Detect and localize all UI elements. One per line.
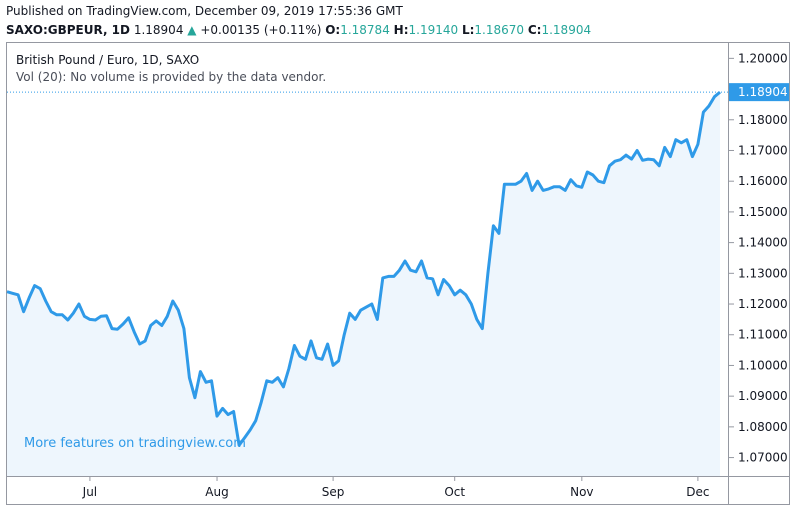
y-tick-label: 1.07000: [738, 451, 788, 465]
y-tick-label: 1.08000: [738, 420, 788, 434]
last-price-badge: [729, 83, 789, 102]
published-caption: Published on TradingView.com, December 0…: [6, 4, 403, 18]
low-label: L:: [461, 23, 475, 37]
last-price-badge-label: 1.18904: [738, 85, 788, 99]
y-tick-label: 1.20000: [738, 51, 788, 65]
up-arrow-icon: ▲: [187, 23, 197, 37]
x-tick-label: Aug: [205, 485, 228, 499]
y-tick-label: 1.15000: [738, 205, 788, 219]
y-tick-label: 1.14000: [738, 236, 788, 250]
symbol-label: SAXO:GBPEUR, 1D: [6, 23, 130, 37]
y-tick-label: 1.12000: [738, 297, 788, 311]
y-tick-label: 1.13000: [738, 266, 788, 280]
high-label: H:: [393, 23, 409, 37]
close-value: 1.18904: [541, 23, 592, 37]
quote-line: SAXO:GBPEUR, 1D 1.18904 ▲ +0.00135 (+0.1…: [6, 23, 591, 37]
high-value: 1.19140: [408, 23, 459, 37]
x-tick-label: Dec: [686, 485, 709, 499]
last-price: 1.18904: [133, 23, 184, 37]
low-value: 1.18670: [474, 23, 525, 37]
y-tick-label: 1.11000: [738, 328, 788, 342]
price-series-line: [6, 90, 721, 447]
x-tick-label: Nov: [570, 485, 593, 499]
open-value: 1.18784: [340, 23, 390, 37]
volume-note: Vol (20): No volume is provided by the d…: [16, 70, 327, 84]
y-tick-label: 1.16000: [738, 174, 788, 188]
price-change: +0.00135 (+0.11%): [200, 23, 322, 37]
x-tick-label: Jul: [82, 485, 97, 499]
price-area-fill: [7, 92, 720, 476]
x-tick-label: Oct: [444, 485, 465, 499]
y-tick-label: 1.17000: [738, 143, 788, 157]
close-label: C:: [527, 23, 542, 37]
promo-link[interactable]: More features on tradingview.com: [24, 436, 246, 451]
x-tick-label: Sep: [322, 485, 345, 499]
open-label: O:: [325, 23, 341, 37]
y-tick-label: 1.09000: [738, 389, 788, 403]
y-tick-label: 1.18000: [738, 113, 788, 127]
legend-title: British Pound / Euro, 1D, SAXO: [16, 53, 200, 67]
chart-frame: [6, 42, 790, 505]
y-tick-label: 1.10000: [738, 358, 788, 372]
